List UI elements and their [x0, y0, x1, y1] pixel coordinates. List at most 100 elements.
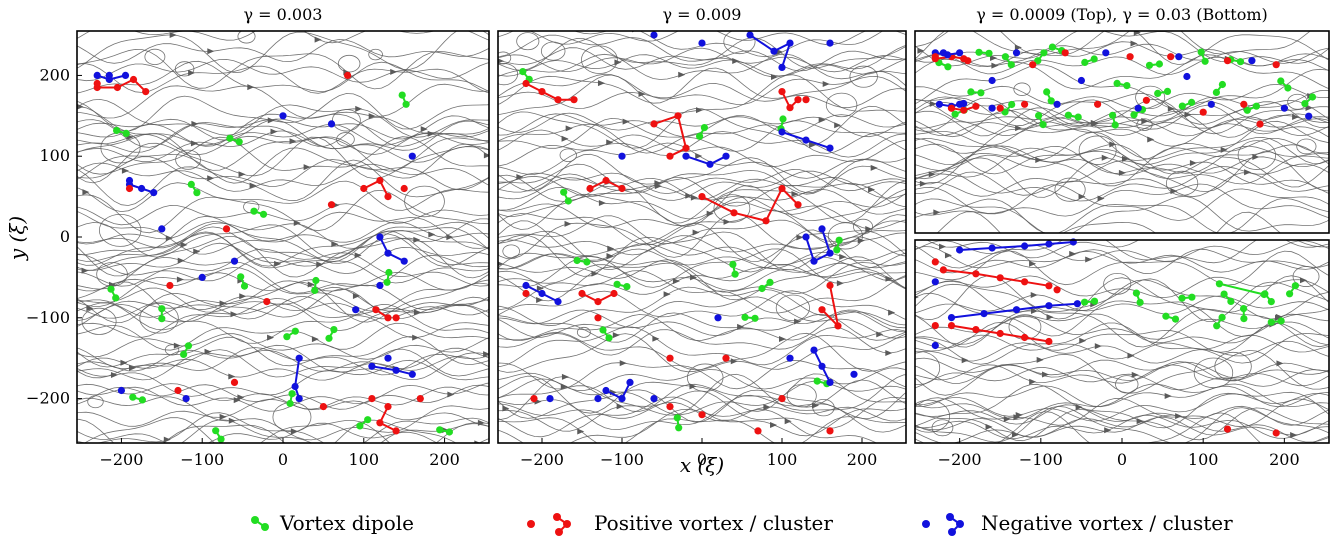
streamline-loop	[915, 350, 941, 385]
streamline	[498, 212, 906, 260]
streamline	[77, 136, 489, 175]
streamline	[77, 136, 489, 184]
streamline	[77, 133, 489, 156]
vortex-dipole	[129, 393, 146, 404]
vortex-dipole	[1277, 77, 1292, 92]
streamline	[915, 104, 1329, 137]
streamline-arrow	[870, 164, 878, 171]
streamline-arrow	[1127, 352, 1135, 359]
panel3-top-frame	[914, 30, 1330, 234]
streamline-arrow	[614, 59, 622, 66]
vortex-dipole	[673, 414, 683, 432]
streamline	[77, 215, 489, 263]
negative-vortex	[125, 176, 134, 185]
streamline-arrow	[991, 62, 999, 69]
negative-vortex	[714, 314, 722, 322]
negative-cluster	[956, 238, 1077, 254]
vortex-dipole	[1043, 88, 1055, 105]
streamline	[77, 303, 489, 344]
streamline	[915, 121, 1329, 147]
streamline	[77, 236, 489, 279]
positive-vortex	[344, 71, 352, 79]
vortex-dipole	[398, 91, 410, 108]
streamline	[915, 364, 1329, 387]
streamline-loop	[1103, 272, 1132, 295]
streamline	[77, 302, 489, 332]
streamline	[498, 326, 906, 367]
streamline-loop	[559, 148, 577, 162]
streamline-arrow	[510, 24, 517, 30]
streamline	[77, 119, 489, 153]
positive-vortex	[778, 395, 786, 403]
streamline-arrow	[619, 360, 627, 367]
streamline	[915, 334, 1329, 360]
streamline	[498, 360, 906, 390]
streamline-arrow	[1244, 169, 1252, 176]
negative-vortex	[826, 39, 834, 47]
streamline-arrow	[1030, 291, 1038, 298]
streamline-loop	[498, 51, 512, 65]
streamline-loop	[1292, 266, 1320, 287]
y-axis-label: y (ξ)	[5, 216, 29, 261]
streamline	[77, 230, 489, 272]
negative-vortex	[408, 152, 416, 160]
streamline-arrow	[598, 199, 606, 206]
streamline-loop	[81, 307, 117, 335]
positive-vortex	[1061, 49, 1069, 57]
streamline-loop	[915, 399, 951, 433]
streamline	[498, 47, 906, 72]
streamline-arrow	[1015, 125, 1023, 132]
streamline	[915, 160, 1329, 197]
streamline-arrow	[237, 394, 245, 401]
streamline-arrow	[1046, 314, 1054, 321]
positive-vortex	[666, 354, 674, 362]
streamline-arrow	[1029, 378, 1037, 385]
positive-vortex	[522, 289, 530, 298]
panel3-top-vortices	[931, 43, 1317, 129]
positive-vortex	[222, 225, 231, 233]
streamline-arrow	[961, 357, 969, 364]
vortex-dipole	[1154, 87, 1172, 97]
negative-cluster	[947, 300, 1081, 322]
negative-vortex	[1012, 49, 1021, 57]
negative-vortex	[850, 370, 858, 378]
streamline-loop	[1078, 135, 1117, 165]
y-tick-label: 100	[39, 146, 70, 165]
streamline-arrow	[267, 117, 275, 124]
vortex-dipole	[1132, 289, 1144, 306]
positive-cluster	[522, 79, 578, 104]
panel1-title: γ = 0.003	[244, 5, 323, 24]
streamline	[498, 259, 906, 282]
streamline-loop	[87, 395, 104, 409]
positive-vortex	[698, 411, 706, 419]
streamline-loop	[1115, 375, 1139, 394]
negative-vortex	[198, 273, 206, 281]
positive-cluster	[578, 289, 618, 306]
streamline	[77, 348, 489, 379]
streamline	[77, 383, 489, 410]
x-tick-label: −100	[600, 450, 644, 469]
vortex-dipole	[975, 48, 993, 57]
streamline	[77, 156, 489, 191]
streamline	[77, 398, 489, 427]
streamline	[936, 211, 1282, 233]
streamline-arrow	[1170, 188, 1178, 195]
streamline-loop	[237, 31, 256, 44]
streamline	[498, 117, 906, 152]
positive-vortex	[1256, 120, 1264, 128]
positive-vortex	[722, 354, 730, 362]
streamline-loop	[100, 132, 141, 164]
positive-vortex	[174, 386, 182, 395]
x-tick-label: 200	[429, 450, 460, 469]
negative-cluster	[778, 128, 834, 152]
streamline	[498, 373, 906, 414]
streamline	[77, 83, 489, 119]
streamline-loop	[853, 218, 874, 235]
vortex-dipole	[1064, 111, 1082, 121]
streamline-arrow	[885, 350, 893, 357]
streamline	[915, 416, 1329, 438]
streamline-arrow	[498, 261, 504, 267]
streamline	[498, 256, 906, 294]
streamline-arrow	[564, 220, 572, 227]
streamline-arrow	[368, 113, 376, 120]
